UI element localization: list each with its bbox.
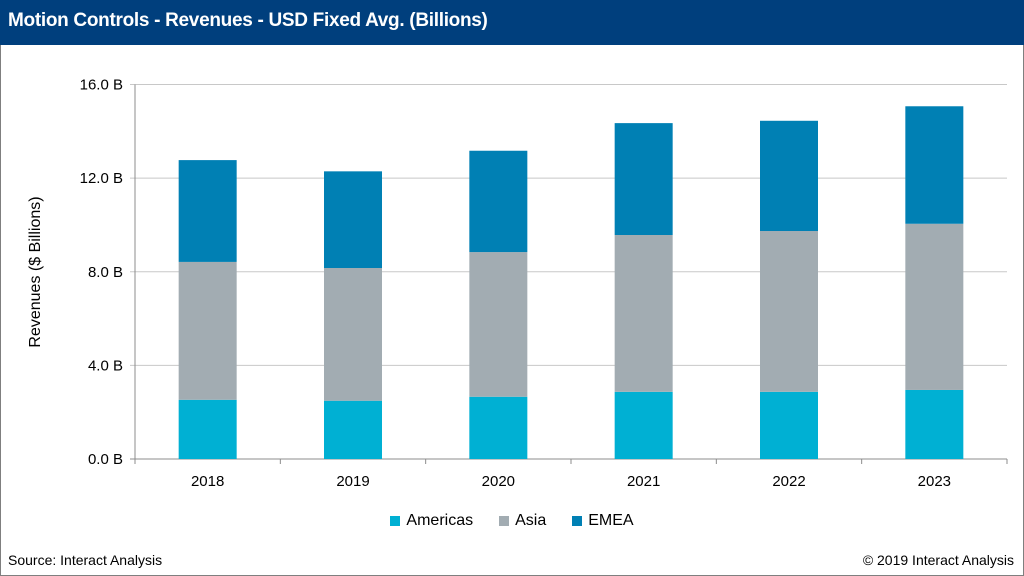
bar-americas-2018: [178, 399, 237, 459]
y-tick-label: 4.0 B: [88, 357, 123, 374]
legend-item-emea: EMEA: [572, 512, 634, 530]
bar-americas-2023: [905, 389, 964, 459]
legend-swatch: [390, 516, 401, 526]
bar-asia-2020: [469, 252, 528, 397]
legend-swatch: [572, 516, 583, 526]
y-tick-label: 8.0 B: [88, 264, 123, 281]
legend-label: Asia: [515, 512, 547, 529]
bar-emea-2018: [178, 160, 237, 262]
bar-emea-2020: [469, 150, 528, 253]
x-tick-label: 2023: [918, 473, 951, 490]
legend-swatch: [499, 516, 510, 526]
bar-asia-2021: [614, 235, 673, 392]
chart-title: Motion Controls - Revenues - USD Fixed A…: [8, 10, 488, 31]
x-tick-label: 2019: [336, 473, 369, 490]
source-note: Source: Interact Analysis: [8, 552, 163, 568]
title-bar: Motion Controls - Revenues - USD Fixed A…: [0, 0, 1024, 45]
x-tick-label: 2021: [627, 473, 660, 490]
legend: Americas Asia EMEA: [0, 512, 1024, 530]
bar-emea-2019: [324, 171, 382, 269]
bar-americas-2021: [614, 391, 673, 459]
bar-emea-2022: [760, 120, 818, 232]
y-tick-label: 16.0 B: [80, 77, 123, 94]
bar-americas-2019: [324, 400, 382, 459]
x-tick-label: 2020: [482, 473, 515, 490]
legend-item-americas: Americas: [390, 512, 473, 530]
bar-asia-2022: [760, 231, 818, 392]
y-tick-label: 0.0 B: [88, 451, 123, 468]
legend-item-asia: Asia: [499, 512, 546, 530]
x-tick-label: 2022: [772, 473, 805, 490]
y-axis-label: Revenues ($ Billions): [27, 196, 44, 347]
x-tick-label: 2018: [191, 473, 224, 490]
bar-asia-2019: [324, 268, 382, 401]
bar-emea-2021: [614, 123, 673, 236]
legend-label: EMEA: [588, 512, 634, 529]
bar-americas-2020: [469, 396, 528, 459]
bar-emea-2023: [905, 106, 964, 224]
y-tick-label: 12.0 B: [80, 170, 123, 187]
legend-label: Americas: [406, 512, 474, 529]
copyright-note: © 2019 Interact Analysis: [862, 552, 1014, 568]
bar-asia-2018: [178, 261, 237, 400]
bar-americas-2022: [760, 391, 818, 459]
bar-asia-2023: [905, 223, 964, 390]
